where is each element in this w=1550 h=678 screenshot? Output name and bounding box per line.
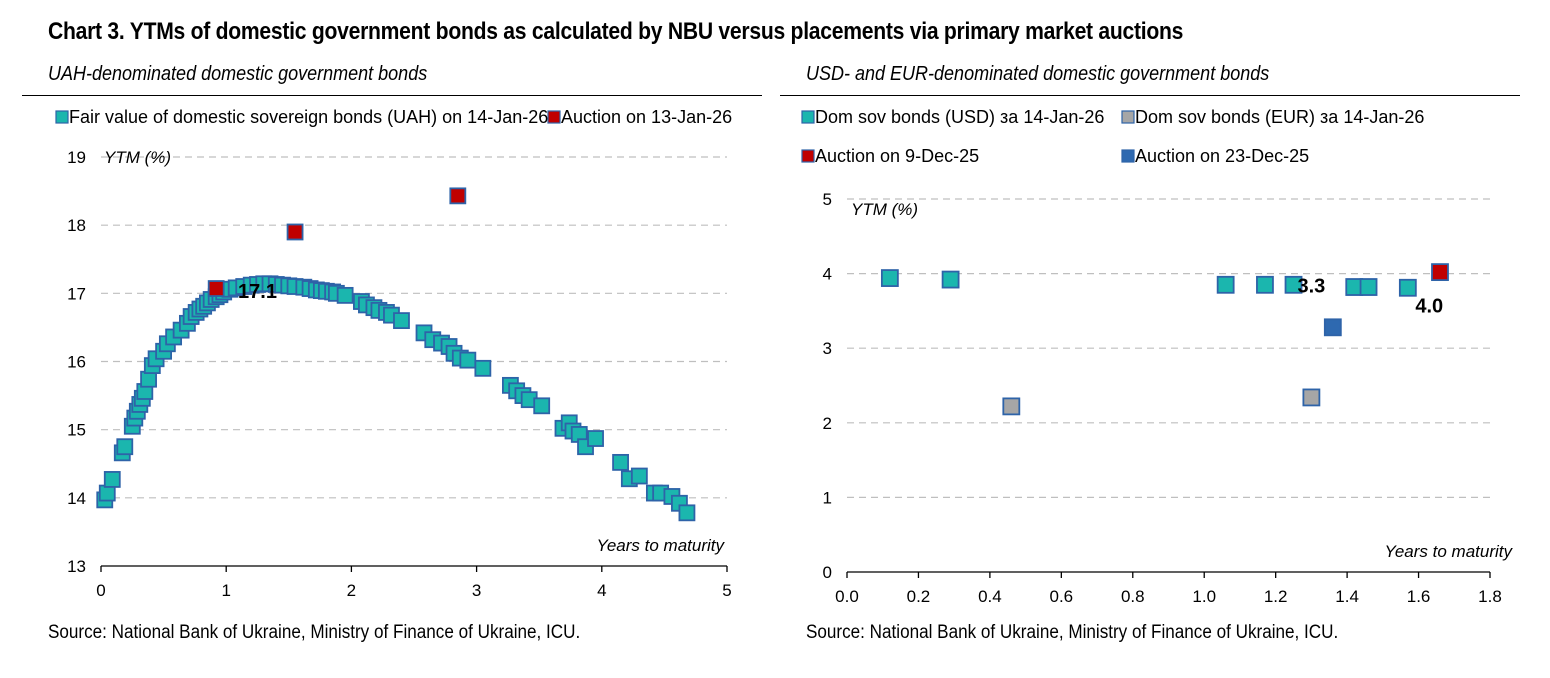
c1-data-point-teal <box>612 453 629 471</box>
c1-data-point-teal <box>630 467 648 485</box>
c2-data-point-teal <box>880 269 899 287</box>
c1-legend-label: Fair value of domestic sovereign bonds (… <box>69 107 548 127</box>
c1-data-point-teal <box>116 438 134 456</box>
c2-x-tick-label: 1.8 <box>1478 587 1502 606</box>
c1-x-tick-label: 4 <box>597 581 606 600</box>
left-header-rule <box>22 95 762 96</box>
c2-y-tick-label: 4 <box>823 265 832 284</box>
c1-data-point-teal <box>533 397 551 415</box>
c2-data-point-teal <box>1256 275 1274 294</box>
c2-data-point-teal <box>941 270 960 289</box>
c2-legend-marker-gray <box>1121 110 1135 124</box>
left-chart-subtitle: UAH-denominated domestic government bond… <box>48 63 428 85</box>
c1-y-tick-label: 18 <box>67 216 86 235</box>
c2-y-tick-label: 1 <box>823 488 832 507</box>
c2-x-tick-label: 0.0 <box>835 587 859 606</box>
c1-data-point-teal <box>393 312 410 330</box>
c2-y-axis-title: YTM (%) <box>851 200 918 219</box>
c1-data-point-red <box>449 187 467 205</box>
c2-x-tick-label: 1.0 <box>1192 587 1216 606</box>
c1-x-tick-label: 3 <box>472 581 481 600</box>
c1-x-tick-label: 5 <box>722 581 731 600</box>
c1-data-point-teal <box>336 286 354 304</box>
c2-legend-label: Dom sov bonds (EUR) за 14-Jan-26 <box>1135 107 1424 127</box>
c1-y-tick-label: 15 <box>67 421 86 440</box>
c1-y-tick-label: 13 <box>67 557 86 576</box>
c1-legend-label: Auction on 13-Jan-26 <box>561 107 732 127</box>
c2-data-label: 4.0 <box>1415 295 1443 317</box>
c1-data-point-red <box>286 223 304 241</box>
right-source-note: Source: National Bank of Ukraine, Minist… <box>806 622 1339 643</box>
right-chart-subtitle: USD- and EUR-denominated domestic govern… <box>806 63 1270 85</box>
c2-x-axis-title: Years to maturity <box>1384 542 1513 561</box>
c1-data-point-red <box>207 280 225 297</box>
c2-x-tick-label: 0.2 <box>907 587 931 606</box>
left-source-note: Source: National Bank of Ukraine, Minist… <box>48 622 581 643</box>
c1-y-tick-label: 16 <box>67 353 86 372</box>
c2-data-point-teal <box>1216 275 1235 294</box>
c1-y-tick-label: 17 <box>67 284 86 303</box>
c2-legend-marker-teal <box>801 110 815 124</box>
c1-x-tick-label: 0 <box>96 581 105 600</box>
c1-data-point-teal <box>678 504 696 522</box>
c2-x-tick-label: 1.2 <box>1264 587 1288 606</box>
c1-x-tick-label: 2 <box>347 581 356 600</box>
c1-legend-marker-red <box>547 110 561 124</box>
c2-y-tick-label: 2 <box>823 414 832 433</box>
c2-x-tick-label: 1.4 <box>1335 587 1359 606</box>
c2-y-tick-label: 3 <box>823 339 832 358</box>
c2-data-point-gray <box>1302 388 1321 407</box>
chart-title: Chart 3. YTMs of domestic government bon… <box>48 18 1184 45</box>
c2-x-tick-label: 0.8 <box>1121 587 1145 606</box>
c2-legend-marker-blue <box>1121 149 1135 163</box>
c1-data-point-teal <box>459 351 477 369</box>
c2-data-point-teal <box>1284 275 1303 294</box>
c1-y-axis-title: YTM (%) <box>104 148 171 167</box>
c1-data-point-teal <box>587 430 604 447</box>
c2-x-tick-label: 1.6 <box>1407 587 1431 606</box>
c2-legend-label: Auction on 9-Dec-25 <box>815 146 979 166</box>
c1-y-tick-label: 19 <box>67 148 86 167</box>
c2-legend-marker-red <box>801 149 815 163</box>
c2-x-tick-label: 0.6 <box>1050 587 1074 606</box>
c2-data-label: 3.3 <box>1297 275 1325 297</box>
c2-data-point-teal <box>1398 278 1417 297</box>
c2-y-tick-label: 5 <box>823 190 832 209</box>
c1-y-tick-label: 14 <box>67 489 86 508</box>
c2-legend-label: Dom sov bonds (USD) за 14-Jan-26 <box>815 107 1104 127</box>
c2-data-point-gray <box>1002 397 1021 416</box>
c2-x-tick-label: 0.4 <box>978 587 1002 606</box>
c2-data-point-red <box>1431 263 1449 282</box>
right-header-rule <box>780 95 1520 96</box>
c2-data-point-teal <box>1359 278 1378 296</box>
c2-data-point-blue <box>1323 318 1342 337</box>
c2-legend-label: Auction on 23-Dec-25 <box>1135 146 1309 166</box>
c1-data-point-teal <box>474 359 492 377</box>
c1-data-label: 17.1 <box>238 281 277 303</box>
c2-y-tick-label: 0 <box>823 563 832 582</box>
c1-data-point-teal <box>103 471 121 488</box>
c1-x-axis-title: Years to maturity <box>596 536 725 555</box>
c1-x-tick-label: 1 <box>221 581 230 600</box>
c1-legend-marker-teal <box>55 110 69 124</box>
